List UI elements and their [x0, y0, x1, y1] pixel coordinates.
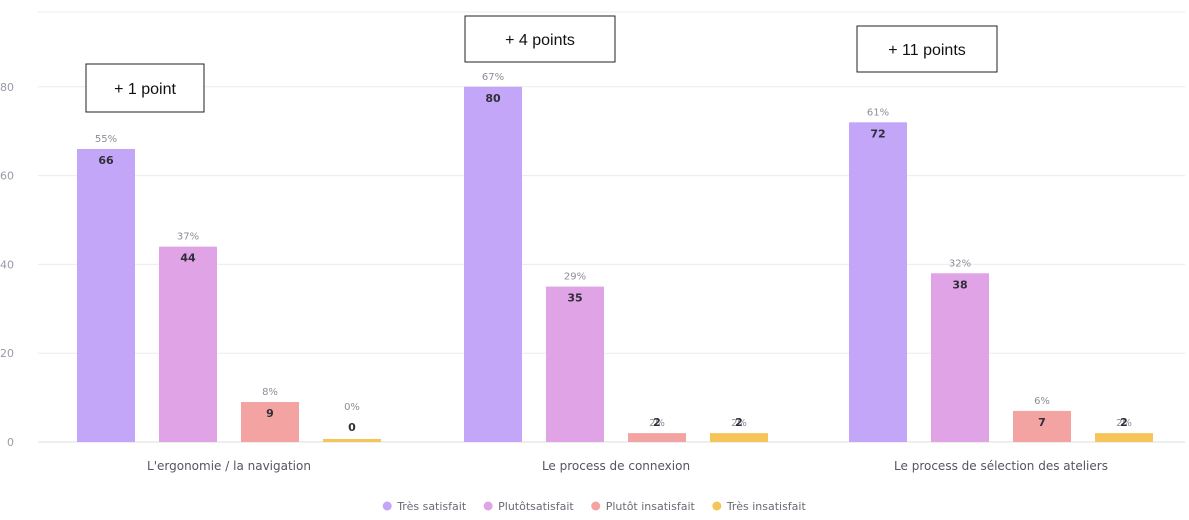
value-label: 2 — [1120, 416, 1128, 429]
value-label: 2 — [653, 416, 661, 429]
percent-label: 6% — [1034, 396, 1050, 407]
y-tick-label: 40 — [0, 258, 14, 271]
percent-label: 29% — [564, 272, 586, 283]
legend-marker — [712, 501, 722, 511]
y-tick-label: 20 — [0, 347, 14, 360]
percent-label: 67% — [482, 72, 504, 83]
annotations: + 1 point + 4 points + 11 points — [85, 15, 998, 113]
annotation-box — [464, 15, 616, 63]
legend-marker — [591, 501, 601, 511]
y-tick-label: 80 — [0, 81, 14, 94]
value-label: 35 — [567, 292, 582, 305]
legend-label: Très satisfait — [396, 500, 467, 513]
value-label: 66 — [98, 154, 114, 167]
value-label: 80 — [485, 92, 501, 105]
bar — [628, 433, 686, 442]
bar — [710, 433, 768, 442]
category-label: Le process de connexion — [542, 459, 690, 473]
percent-label: 32% — [949, 258, 971, 269]
legend-label: Plutôtsatisfait — [498, 500, 574, 513]
category-label: L'ergonomie / la navigation — [147, 459, 311, 473]
value-label: 38 — [952, 278, 967, 291]
percent-label: 55% — [95, 134, 117, 145]
value-label: 0 — [348, 421, 356, 434]
annotation-text: + 11 points — [888, 42, 966, 59]
legend: Très satisfait Plutôtsatisfait Plutôt insa… — [382, 500, 807, 513]
bar — [323, 439, 381, 442]
bar — [159, 246, 217, 442]
percent-label: 61% — [867, 107, 889, 118]
annotation-text: + 4 points — [505, 32, 575, 49]
grid — [38, 11, 1185, 443]
percent-label: 2% — [731, 418, 747, 429]
bar — [931, 273, 989, 442]
annotation-box — [85, 63, 205, 113]
legend-marker — [382, 501, 392, 511]
percent-label: 2% — [649, 418, 665, 429]
category-labels: L'ergonomie / la navigation Le process de… — [147, 459, 1108, 473]
percent-label: 2% — [1116, 418, 1132, 429]
percent-label: 37% — [177, 232, 199, 243]
annotation-box — [856, 25, 998, 73]
bars — [77, 86, 1153, 443]
value-label: 72 — [870, 127, 885, 140]
bar — [849, 122, 907, 442]
bar — [464, 86, 522, 443]
percent-label: 0% — [344, 402, 360, 413]
legend-label: Plutôt insatisfait — [606, 500, 696, 513]
value-label: 7 — [1038, 416, 1046, 429]
bar — [1095, 433, 1153, 442]
percent-label: 8% — [262, 387, 278, 398]
legend-label: Très insatisfait — [726, 500, 807, 513]
category-label: Le process de sélection des ateliers — [894, 459, 1108, 473]
bar — [77, 148, 135, 442]
y-tick-label: 0 — [7, 436, 14, 449]
value-label: 2 — [735, 416, 743, 429]
annotation-text: + 1 point — [114, 81, 176, 98]
y-tick-label: 60 — [0, 170, 14, 183]
legend-marker — [483, 501, 493, 511]
bar — [241, 402, 299, 442]
bar — [1013, 410, 1071, 442]
value-label: 9 — [266, 407, 274, 420]
value-label: 44 — [180, 252, 196, 265]
bar — [546, 286, 604, 442]
y-axis-ticks: 0 20 40 60 80 — [0, 81, 14, 449]
